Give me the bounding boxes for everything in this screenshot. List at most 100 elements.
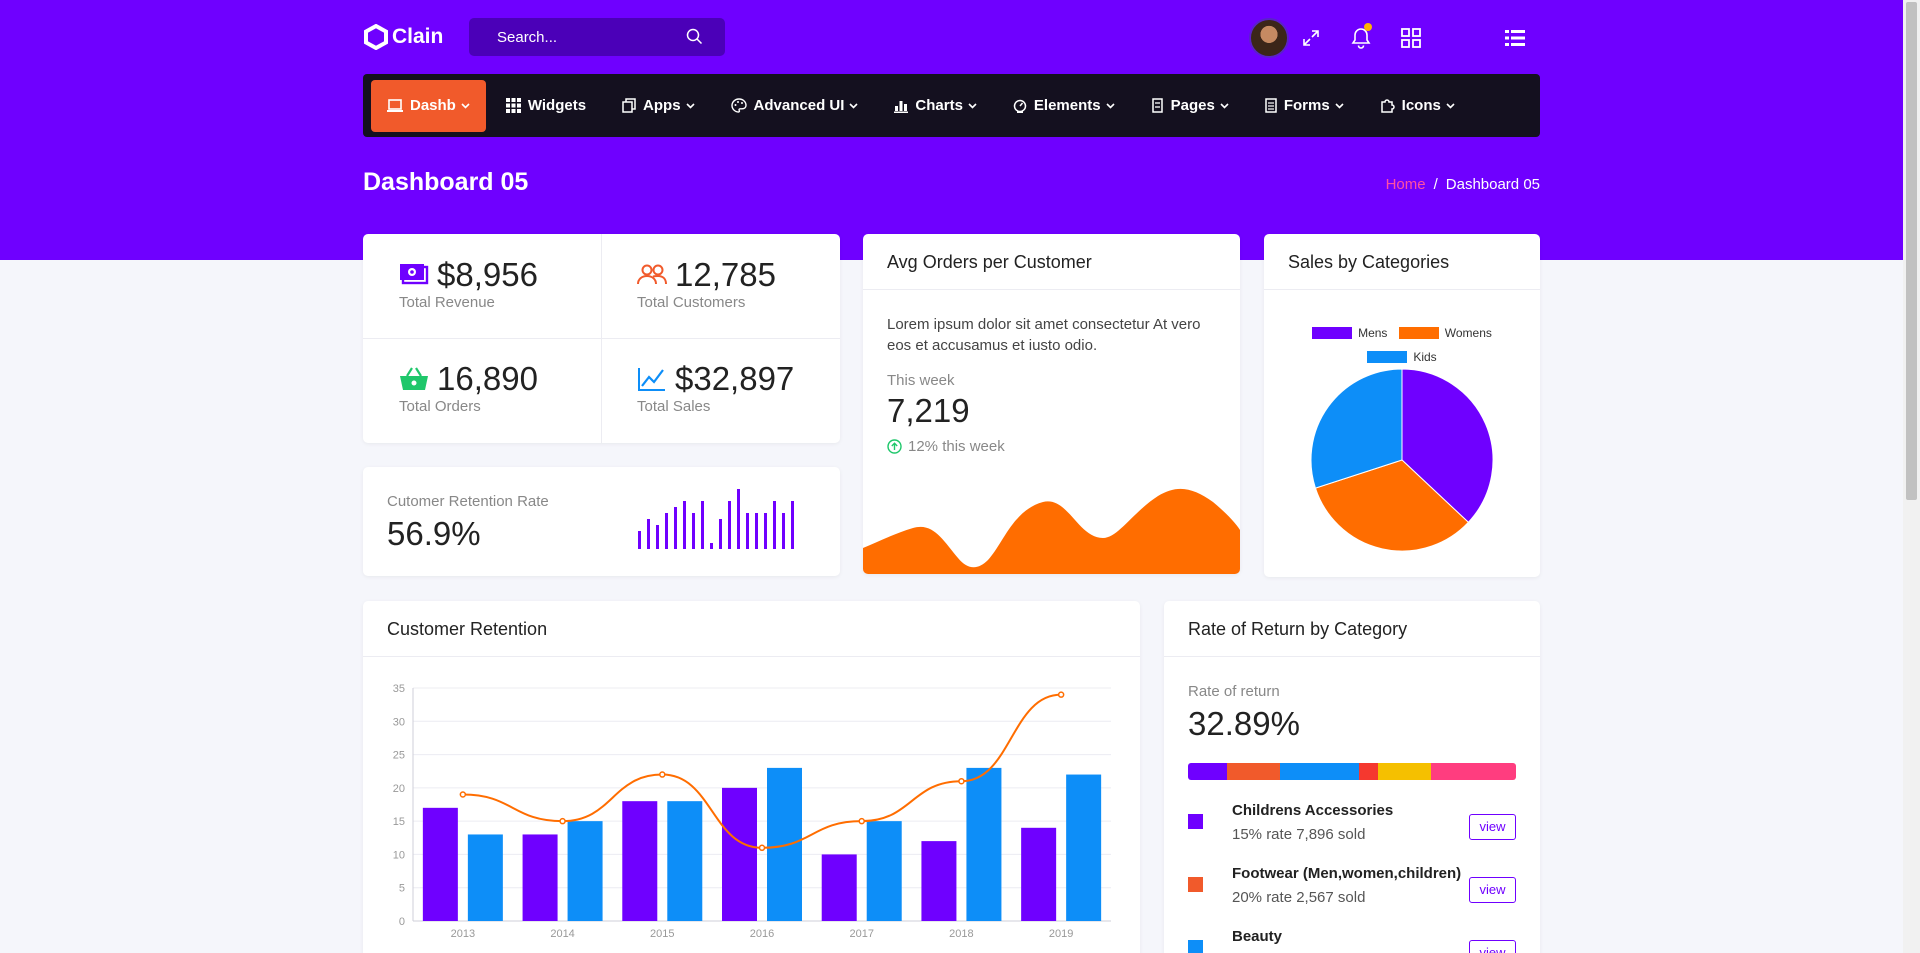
stat-total-sales: $32,897 Total Sales [601, 338, 839, 442]
x-tick-label: 2017 [849, 928, 873, 940]
bar-2017-series2[interactable] [866, 821, 902, 921]
progress-segment [1378, 763, 1431, 780]
bar-2015-series2[interactable] [667, 801, 703, 921]
search-icon[interactable] [686, 28, 703, 45]
notification-bell-icon[interactable] [1349, 23, 1373, 50]
category-name: Childrens Accessories [1232, 802, 1394, 819]
bar-2013-series1[interactable] [422, 807, 458, 921]
bar-2016-series1[interactable] [722, 787, 757, 921]
retention-rate-label: Cutomer Retention Rate [387, 493, 549, 510]
progress-segment [1358, 763, 1379, 780]
breadcrumb-home-link[interactable]: Home [1385, 176, 1426, 193]
list-item: Footwear (Men,women,children) 20% rate 2… [1188, 865, 1516, 921]
legend-swatch [1398, 327, 1439, 339]
bar-2013-series2[interactable] [467, 834, 503, 921]
retention-sparkline [638, 489, 794, 549]
arrow-up-circle-icon [887, 439, 902, 454]
legend-item-womens[interactable]: Womens [1398, 322, 1492, 344]
user-avatar[interactable] [1249, 18, 1289, 58]
sparkline-bar [647, 519, 650, 549]
bar-2015-series1[interactable] [622, 801, 658, 921]
view-button[interactable]: view [1469, 940, 1516, 953]
rate-of-return-card: Rate of Return by Category Rate of retur… [1164, 601, 1540, 953]
sparkline-bar [701, 501, 704, 549]
brand-logo[interactable]: Clain [363, 24, 443, 50]
nav-label: Elements [1033, 97, 1101, 114]
brand-name: Clain [392, 25, 444, 48]
legend-label: Kids [1413, 350, 1437, 364]
bar-2019-series2[interactable] [1066, 774, 1102, 921]
y-tick-label: 20 [393, 783, 405, 795]
card-title: Customer Retention [363, 601, 1140, 657]
breadcrumb-separator: / [1433, 176, 1438, 193]
view-button[interactable]: view [1469, 814, 1516, 840]
pie-slice-mens[interactable] [1401, 368, 1494, 524]
stat-label: Total Revenue [399, 294, 495, 311]
fullscreen-icon[interactable] [1299, 26, 1323, 50]
legend-item-mens[interactable]: Mens [1312, 322, 1387, 344]
menu-list-icon[interactable] [1503, 26, 1527, 50]
line-point[interactable] [659, 771, 666, 778]
sales-pie-chart [1310, 368, 1494, 552]
y-tick-label: 10 [393, 849, 405, 861]
week-label: This week [887, 372, 955, 389]
chevron-down-icon [1335, 102, 1344, 109]
nav-dashboard[interactable]: Dashb [371, 79, 486, 132]
nav-icons[interactable]: Icons [1364, 80, 1471, 132]
line-point[interactable] [1057, 691, 1065, 698]
stat-value: $8,956 [437, 256, 538, 293]
puzzle-icon [1380, 98, 1395, 113]
view-button[interactable]: view [1469, 877, 1516, 903]
nav-elements[interactable]: Elements [997, 80, 1131, 132]
scrollbar-thumb[interactable] [1906, 2, 1917, 500]
line-point[interactable] [758, 844, 766, 852]
bar-2018-series1[interactable] [921, 841, 957, 921]
rate-of-return-value: 32.89% [1188, 705, 1300, 742]
pie-slice-womens[interactable] [1314, 459, 1470, 552]
x-tick-label: 2019 [1049, 928, 1073, 940]
palette-icon [730, 98, 747, 113]
nav-charts[interactable]: Charts [878, 80, 993, 132]
bar-2014-series2[interactable] [567, 821, 603, 921]
sparkline-bar [728, 501, 731, 549]
legend-swatch [1367, 351, 1408, 363]
line-point[interactable] [858, 817, 865, 825]
customer-retention-card: Customer Retention 0 5 10 15 20 25 30 35 2013 201… [363, 601, 1140, 953]
nav-widgets[interactable]: Widgets [490, 80, 602, 132]
apps-grid-icon[interactable] [1399, 26, 1423, 50]
bar-2019-series1[interactable] [1021, 827, 1057, 921]
line-point[interactable] [559, 817, 566, 825]
card-title: Sales by Categories [1264, 234, 1540, 290]
gauge-icon [1013, 98, 1027, 113]
search-input[interactable] [497, 28, 667, 46]
page-scrollbar[interactable] [1903, 0, 1920, 953]
nav-apps[interactable]: Apps [606, 80, 711, 132]
chevron-down-icon [1106, 102, 1115, 109]
pie-slice-kids[interactable] [1310, 368, 1403, 489]
bar-2017-series1[interactable] [821, 854, 857, 921]
progress-segment [1227, 763, 1280, 780]
sparkline-bar [674, 507, 677, 549]
sparkline-bar [683, 501, 686, 549]
sparkline-bar [764, 513, 767, 549]
sparkline-bar [791, 501, 794, 549]
money-icon [400, 264, 429, 285]
bar-2016-series2[interactable] [767, 767, 802, 921]
nav-forms[interactable]: Forms [1249, 80, 1360, 132]
bar-chart-icon [894, 99, 909, 113]
week-delta: 12% this week [887, 438, 1005, 455]
line-point[interactable] [459, 791, 467, 798]
bar-2014-series1[interactable] [522, 834, 558, 921]
copy-icon [622, 98, 636, 113]
line-point[interactable] [958, 777, 965, 785]
bar-2018-series2[interactable] [966, 767, 1002, 921]
y-tick-label: 5 [399, 883, 405, 895]
legend-item-kids[interactable]: Kids [1367, 346, 1437, 368]
chevron-down-icon [461, 102, 470, 109]
chevron-down-icon [968, 102, 977, 109]
nav-pages[interactable]: Pages [1135, 80, 1245, 132]
basket-icon [400, 367, 428, 390]
nav-advanced-ui[interactable]: Advanced UI [715, 80, 875, 132]
delta-text: 12% this week [908, 438, 1005, 455]
page-title: Dashboard 05 [363, 168, 529, 196]
